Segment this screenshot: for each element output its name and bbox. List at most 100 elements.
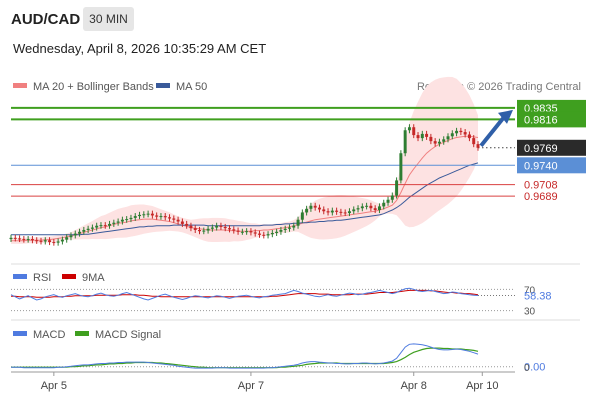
candle-body — [103, 225, 107, 227]
macd-last-label: 0.00 — [524, 362, 545, 374]
rsi-ma-line — [11, 289, 479, 298]
x-tick-label: Apr 7 — [238, 380, 264, 392]
candle-body — [249, 231, 253, 233]
candle-body — [22, 239, 26, 241]
candle-body — [373, 208, 377, 211]
candle-body — [116, 221, 120, 223]
rsi-line — [10, 287, 479, 301]
x-axis: Apr 5 Apr 7 Apr 8 Apr 10 — [41, 372, 498, 392]
candle-body — [30, 239, 34, 241]
last-price-box — [517, 139, 586, 156]
candle-body — [108, 223, 112, 226]
rsi-legend-swatch — [13, 274, 27, 279]
candle-body — [99, 225, 103, 227]
candle-body — [467, 134, 471, 139]
candle-body — [322, 209, 326, 212]
ma50-legend-swatch — [156, 83, 170, 88]
candle-body — [172, 218, 176, 220]
candle-body — [442, 139, 446, 142]
candle-body — [352, 209, 356, 212]
candle-body — [455, 130, 459, 134]
x-tick-label: Apr 10 — [466, 380, 498, 392]
candle-body — [369, 205, 373, 209]
candle-body — [95, 225, 99, 228]
level-resistance-label: 0.9816 — [524, 114, 558, 126]
candle-body — [390, 195, 394, 200]
candle-body — [155, 215, 159, 217]
candle-body — [236, 230, 240, 232]
bollinger-band — [11, 76, 478, 244]
x-tick-label: Apr 8 — [401, 380, 427, 392]
candle-body — [326, 211, 330, 213]
candle-body — [43, 240, 47, 242]
candle-body — [459, 130, 463, 133]
level-resistance-box — [517, 111, 586, 128]
candle-body — [296, 219, 300, 226]
candle-body — [176, 219, 180, 222]
candle-body — [112, 222, 116, 224]
candle-body — [129, 217, 133, 220]
candle-body — [309, 205, 313, 209]
candle-body — [138, 214, 142, 217]
candle-body — [288, 227, 291, 229]
candle-body — [133, 216, 137, 218]
candle-body — [168, 217, 172, 219]
candle-body — [386, 199, 390, 203]
ma20-legend-label: MA 20 + Bollinger Bands — [33, 81, 154, 93]
candle-body — [189, 225, 193, 229]
candle-body — [60, 239, 64, 242]
candle-body — [339, 211, 343, 213]
ma20-line — [11, 135, 479, 242]
candle-body — [463, 132, 467, 135]
candle-body — [450, 133, 454, 137]
timeframe-label: 30 MIN — [89, 12, 128, 26]
macd-zero-tick: 0 — [524, 363, 530, 374]
candle-body — [228, 228, 231, 230]
candle-body — [403, 130, 407, 154]
candle-body — [335, 210, 339, 212]
candle-body — [262, 234, 266, 236]
rsi-last-label: 58.38 — [524, 291, 552, 303]
candle-body — [300, 212, 304, 220]
candle-body — [433, 141, 437, 144]
candle-body — [215, 225, 219, 228]
macd-legend-label: MACD — [33, 329, 65, 341]
macd-panel: 0.000 — [11, 343, 545, 374]
candle-body — [305, 208, 309, 213]
candle-body — [198, 229, 201, 232]
candle-body — [425, 133, 429, 137]
candle-body — [446, 136, 450, 140]
candle-body — [253, 232, 257, 234]
candle-body — [69, 235, 73, 238]
candle-body — [245, 231, 249, 233]
candle-body — [52, 242, 56, 244]
candle-body — [39, 240, 43, 242]
candle-body — [275, 231, 279, 233]
candle-body — [125, 219, 129, 221]
candles-layer — [9, 124, 480, 246]
candle-body — [313, 205, 317, 208]
rsi-ma-legend-label: 9MA — [82, 272, 105, 284]
candle-body — [343, 212, 347, 214]
ma50-line — [11, 162, 479, 236]
candle-body — [48, 240, 52, 243]
candle-body — [35, 240, 39, 242]
macd-signal-legend-swatch — [75, 331, 89, 336]
candle-body — [437, 141, 441, 144]
candle-body — [476, 144, 480, 148]
symbol-title: AUD/CAD — [11, 11, 80, 28]
candle-body — [185, 223, 189, 226]
rsi-panel: 70 30 58.38 — [10, 285, 552, 318]
candle-body — [56, 241, 60, 243]
candle-body — [279, 229, 283, 232]
candle-body — [356, 208, 360, 210]
trend-arrow — [479, 109, 513, 148]
candle-body — [210, 227, 214, 229]
timeframe-badge[interactable] — [83, 7, 134, 31]
candle-body — [223, 226, 227, 229]
rsi-tick-label: 70 — [524, 285, 536, 296]
macd-line — [11, 343, 479, 369]
